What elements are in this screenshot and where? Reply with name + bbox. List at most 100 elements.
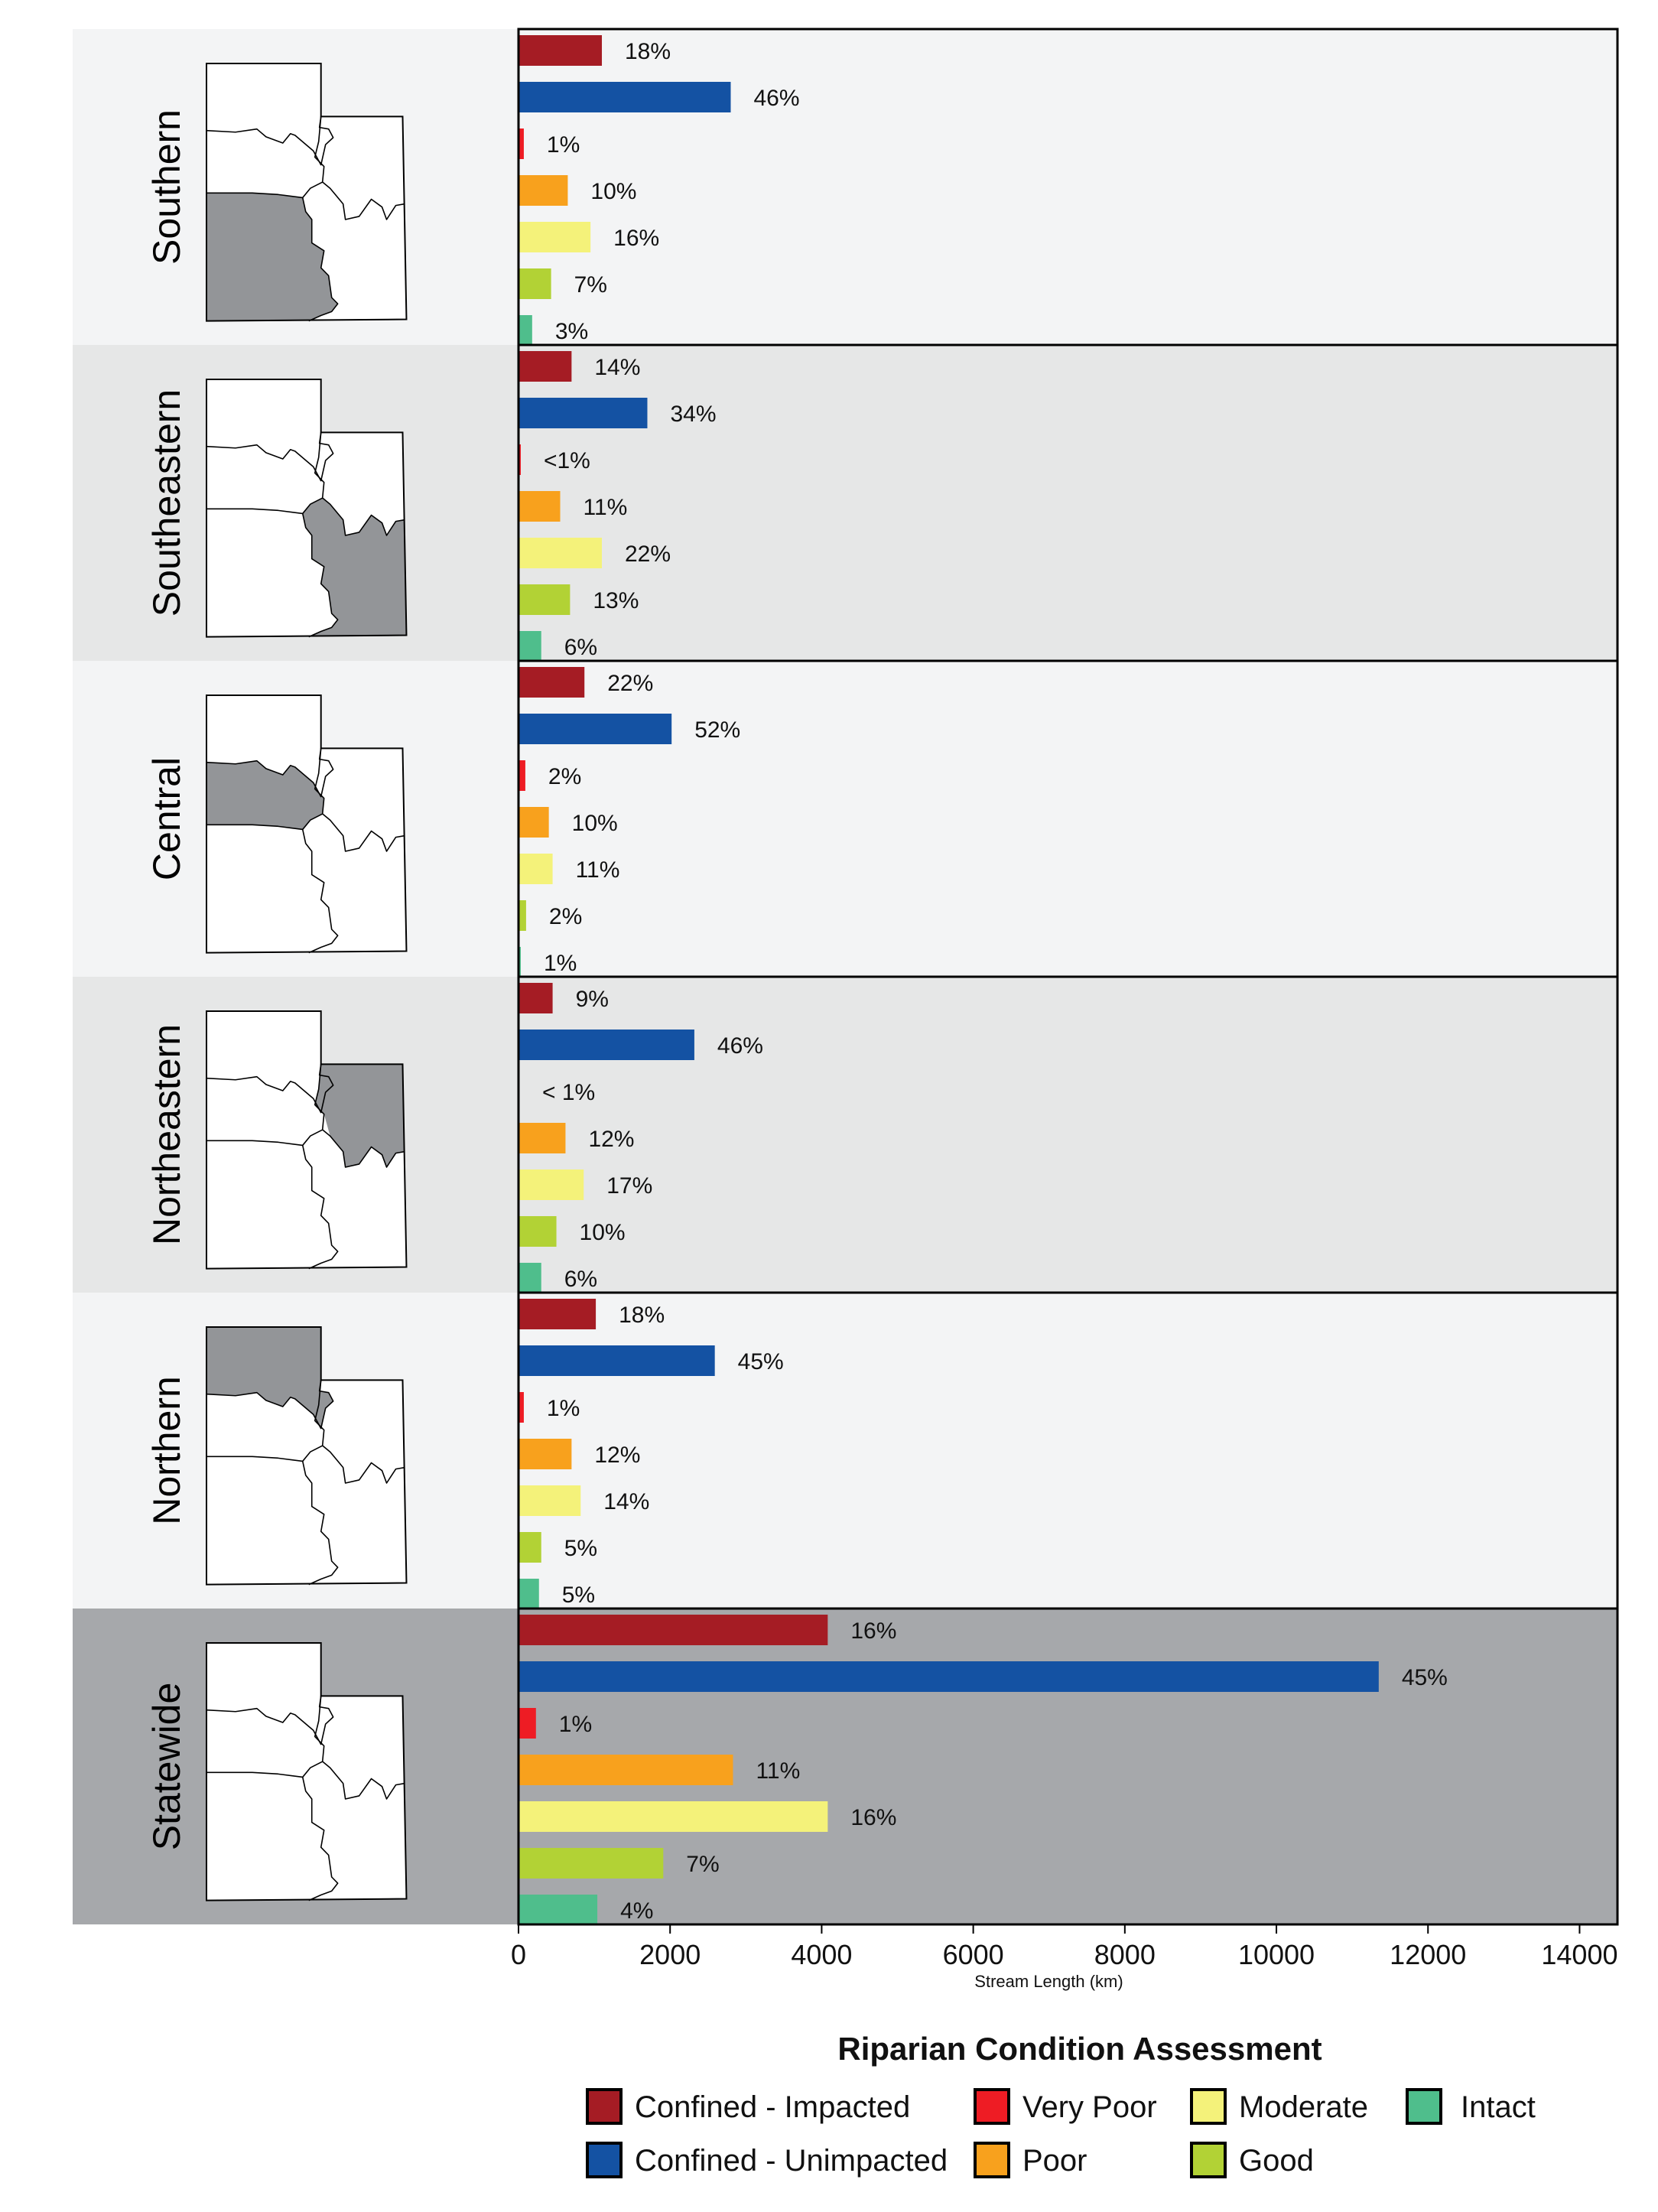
x-tick-label: 6000: [943, 1939, 1004, 1970]
bar-confined-impacted: [519, 1615, 828, 1645]
bar-intact: [519, 315, 532, 346]
bar-good: [519, 1216, 557, 1247]
bar-very-poor: [519, 128, 524, 159]
legend-item-very-poor: Very Poor: [974, 2088, 1157, 2125]
bar-data-label: < 1%: [542, 1080, 595, 1105]
bar-confined-impacted: [519, 35, 603, 66]
bar-poor: [519, 175, 568, 206]
region-label: Northeastern: [145, 1024, 188, 1245]
bar-data-label: 14%: [594, 355, 640, 380]
bar-data-label: 1%: [559, 1712, 592, 1737]
bar-data-label: 5%: [562, 1583, 595, 1608]
bar-data-label: 7%: [686, 1852, 719, 1877]
bar-data-label: 46%: [717, 1033, 763, 1059]
legend-swatch: [586, 2088, 623, 2125]
bar-very-poor: [519, 1392, 524, 1423]
bar-good: [519, 268, 551, 299]
bar-very-poor: [519, 1708, 536, 1739]
region-label: Statewide: [145, 1683, 188, 1851]
legend-swatch: [1406, 2088, 1442, 2125]
region-label: Central: [145, 757, 188, 880]
legend-label: Confined - Impacted: [635, 2090, 910, 2124]
legend: Riparian Condition Assessment Confined - …: [586, 2031, 1536, 2178]
bar-data-label: 10%: [572, 811, 618, 836]
x-axis: 0 2000 4000 6000 8000 10000 12000 14000 Stream L…: [511, 1924, 1618, 1991]
legend-item-confined-impacted: Confined - Impacted: [586, 2088, 910, 2125]
utah-region-map: [206, 1011, 406, 1269]
bar-intact: [519, 1579, 539, 1609]
panel-northeastern: Northeastern 9% 46% < 1% 12% 17% 10% 6%: [73, 977, 1617, 1293]
bar-good: [519, 1532, 541, 1563]
legend-swatch: [974, 2088, 1010, 2125]
bar-good: [519, 900, 526, 931]
utah-region-map: [206, 695, 406, 953]
legend-label: Poor: [1022, 2144, 1087, 2178]
legend-label: Confined - Unimpacted: [635, 2144, 948, 2178]
x-tick-label: 2000: [639, 1939, 701, 1970]
bar-confined-unimpacted: [519, 1030, 694, 1060]
bar-data-label: 12%: [594, 1443, 640, 1468]
panel-statewide: Statewide 16% 45% 1% 11% 16% 7% 4%: [73, 1609, 1617, 1925]
bar-moderate: [519, 1485, 581, 1516]
legend-swatch: [1190, 2142, 1227, 2178]
plot-frame: [517, 28, 1619, 1926]
highlighted-region: [206, 1327, 333, 1429]
bar-intact: [519, 1895, 598, 1925]
legend-swatch: [1190, 2088, 1227, 2125]
region-label: Northern: [145, 1376, 188, 1525]
region-label: Southeastern: [145, 389, 188, 616]
bar-data-label: 22%: [625, 542, 671, 567]
bar-confined-unimpacted: [519, 1661, 1379, 1692]
bar-data-label: 14%: [603, 1489, 649, 1514]
legend-item-poor: Poor: [974, 2142, 1087, 2178]
bar-data-label: 1%: [547, 132, 580, 158]
plot-border: [517, 28, 1619, 1926]
bar-data-label: 9%: [576, 987, 609, 1012]
bar-data-label: 34%: [670, 402, 716, 427]
bar-data-label: 18%: [619, 1303, 665, 1328]
bar-data-label: 10%: [590, 179, 636, 204]
bar-data-label: 11%: [584, 495, 628, 520]
highlighted-region: [314, 1064, 405, 1167]
bar-poor: [519, 807, 549, 838]
bar-data-label: 16%: [850, 1618, 896, 1644]
x-axis-title: Stream Length (km): [974, 1972, 1123, 1991]
bar-data-label: 3%: [555, 319, 588, 344]
bar-data-label: 2%: [549, 904, 582, 929]
x-tick-label: 12000: [1390, 1939, 1466, 1970]
bar-data-label: <1%: [544, 448, 590, 473]
bar-confined-impacted: [519, 1299, 597, 1329]
bar-data-label: 52%: [694, 717, 740, 743]
utah-region-map: [206, 63, 406, 321]
bar-data-label: 10%: [580, 1220, 626, 1245]
panel-central: Central 22% 52% 2% 10% 11% 2% 1%: [73, 661, 1617, 978]
bar-confined-unimpacted: [519, 398, 648, 428]
bar-data-label: 11%: [756, 1758, 800, 1784]
highlighted-region: [206, 193, 338, 321]
bar-moderate: [519, 222, 591, 252]
bar-poor: [519, 1755, 733, 1785]
panel-southern: Southern 18% 46% 1% 10% 16%7% 3%: [73, 29, 1617, 346]
utah-region-map: [206, 379, 406, 637]
bar-good: [519, 1848, 664, 1879]
region-label: Southern: [145, 109, 188, 265]
bar-data-label: 5%: [564, 1536, 597, 1561]
highlighted-region: [206, 760, 324, 830]
bar-data-label: 4%: [620, 1898, 653, 1924]
bar-data-label: 6%: [564, 635, 597, 660]
bar-data-label: 46%: [753, 86, 799, 111]
bar-data-label: 45%: [1402, 1665, 1448, 1690]
bar-data-label: 1%: [547, 1396, 580, 1421]
legend-label: Very Poor: [1022, 2090, 1157, 2124]
legend-swatch: [586, 2142, 623, 2178]
bar-moderate: [519, 1169, 584, 1200]
bar-data-label: 11%: [576, 857, 620, 883]
bar-moderate: [519, 1801, 828, 1832]
bar-confined-impacted: [519, 351, 572, 382]
utah-region-map: [206, 1643, 406, 1901]
x-tick-label: 4000: [791, 1939, 852, 1970]
region-panels: Southern 18% 46% 1% 10% 16% 7% 3% Southeastern 14…: [73, 28, 1619, 1926]
legend-label: Intact: [1461, 2090, 1536, 2124]
legend-item-good: Good: [1190, 2142, 1314, 2178]
